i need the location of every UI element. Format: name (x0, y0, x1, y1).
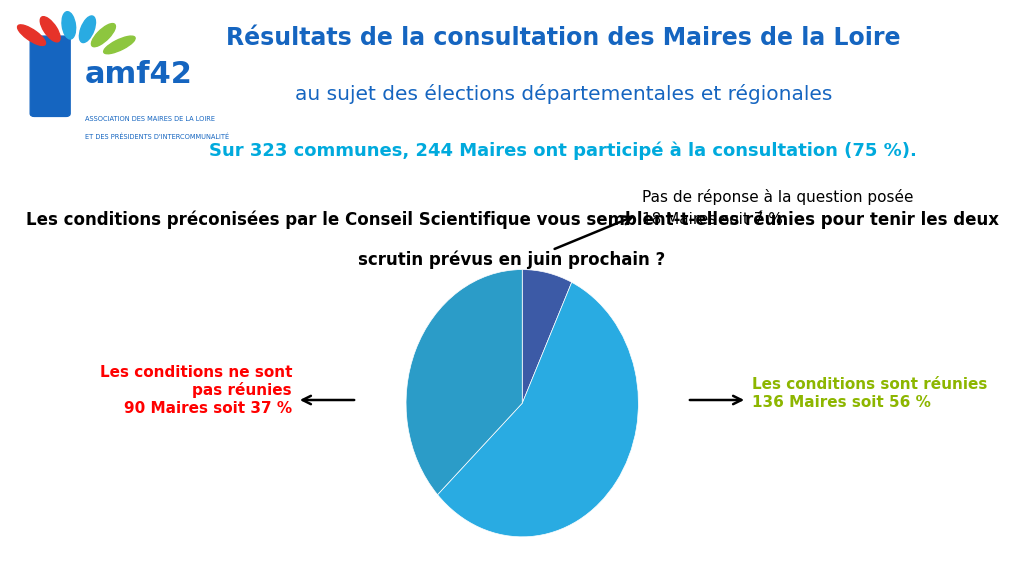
FancyBboxPatch shape (31, 36, 70, 116)
Text: au sujet des élections départementales et régionales: au sujet des élections départementales e… (295, 84, 831, 104)
Text: 18 Maires soit 7 %: 18 Maires soit 7 % (642, 212, 783, 227)
Ellipse shape (91, 24, 116, 47)
Ellipse shape (80, 16, 95, 43)
Wedge shape (407, 270, 522, 495)
Text: 136 Maires soit 56 %: 136 Maires soit 56 % (752, 395, 931, 410)
Text: scrutin prévus en juin prochain ?: scrutin prévus en juin prochain ? (358, 251, 666, 269)
Text: Résultats de la consultation des Maires de la Loire: Résultats de la consultation des Maires … (226, 26, 900, 50)
Text: Sur 323 communes, 244 Maires ont participé à la consultation (75 %).: Sur 323 communes, 244 Maires ont partici… (209, 141, 918, 160)
Text: pas réunies: pas réunies (193, 382, 292, 398)
Text: Les conditions sont réunies: Les conditions sont réunies (752, 377, 987, 392)
Text: 90 Maires soit 37 %: 90 Maires soit 37 % (124, 401, 292, 416)
Text: amf42: amf42 (85, 60, 193, 89)
Ellipse shape (103, 36, 135, 54)
Ellipse shape (40, 17, 60, 42)
Text: Pas de réponse à la question posée: Pas de réponse à la question posée (642, 189, 913, 205)
Wedge shape (522, 270, 571, 403)
Text: Les conditions préconisées par le Conseil Scientifique vous semblent-t-elles réu: Les conditions préconisées par le Consei… (26, 210, 998, 229)
Ellipse shape (62, 12, 76, 39)
Text: ET DES PRÉSIDENTS D'INTERCOMMUNALITÉ: ET DES PRÉSIDENTS D'INTERCOMMUNALITÉ (85, 134, 229, 140)
Wedge shape (437, 282, 638, 537)
Text: Les conditions ne sont: Les conditions ne sont (99, 365, 292, 380)
Ellipse shape (17, 25, 45, 46)
Text: ASSOCIATION DES MAIRES DE LA LOIRE: ASSOCIATION DES MAIRES DE LA LOIRE (85, 116, 215, 122)
